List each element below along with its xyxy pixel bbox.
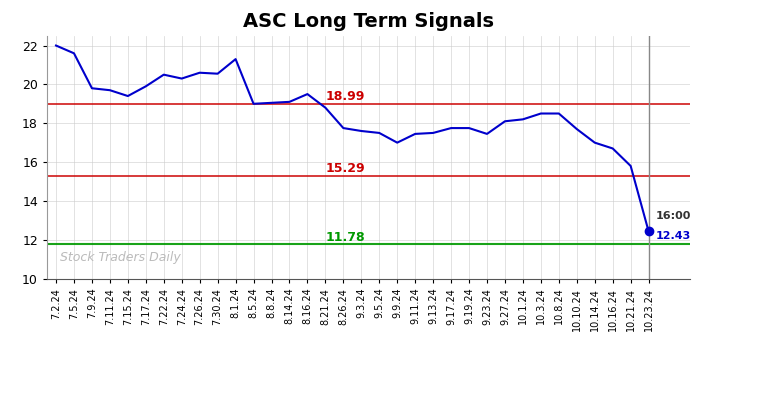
Text: 16:00: 16:00	[655, 211, 691, 221]
Text: Stock Traders Daily: Stock Traders Daily	[60, 251, 180, 264]
Text: 11.78: 11.78	[325, 230, 365, 244]
Text: 15.29: 15.29	[325, 162, 365, 176]
Text: 18.99: 18.99	[325, 90, 365, 103]
Title: ASC Long Term Signals: ASC Long Term Signals	[243, 12, 494, 31]
Text: 12.43: 12.43	[655, 231, 691, 242]
